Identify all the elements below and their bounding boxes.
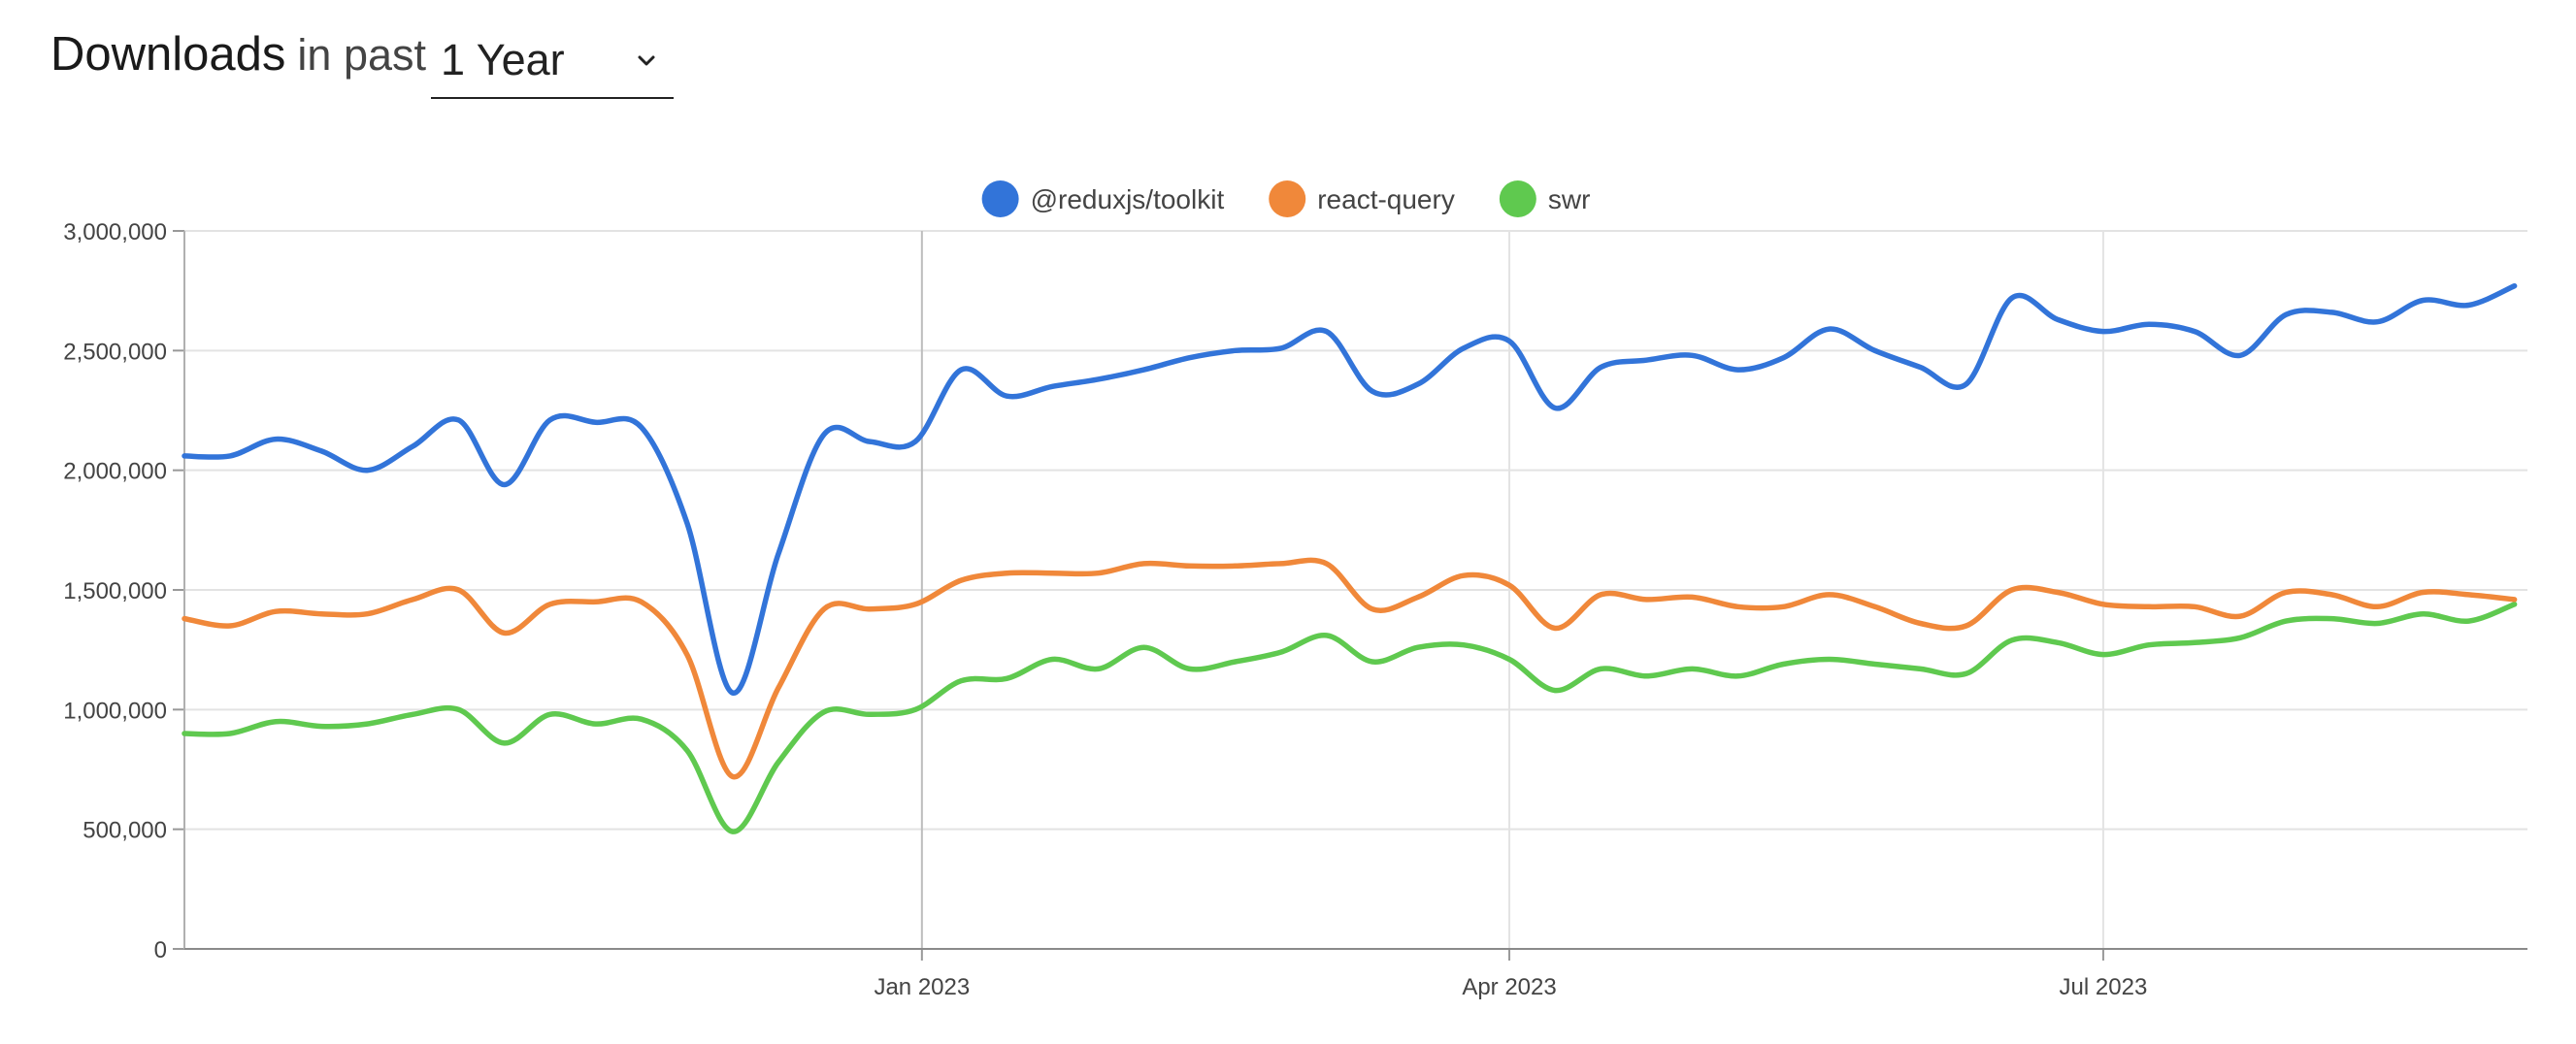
legend-swatch — [1269, 180, 1306, 217]
x-tick-label: Jul 2023 — [2060, 974, 2148, 1000]
legend-label: @reduxjs/toolkit — [1031, 184, 1225, 214]
legend-swatch — [1499, 180, 1536, 217]
y-tick-label: 500,000 — [83, 818, 167, 844]
grid — [184, 230, 2527, 950]
legend-label: react-query — [1317, 184, 1455, 214]
legend-item-reduxjs-toolkit[interactable]: @reduxjs/toolkit — [981, 180, 1225, 217]
y-tick-label: 3,000,000 — [63, 219, 167, 245]
x-tick-label: Apr 2023 — [1462, 974, 1556, 1000]
y-tick-label: 2,000,000 — [63, 459, 167, 485]
axes: 0 500,000 1,000,000 1,500,000 2,000,000 2,500… — [63, 219, 2527, 1000]
x-tick-label: Jan 2023 — [874, 974, 970, 1000]
downloads-header: Downloads in past — [50, 27, 426, 105]
period-select-value: 1 Year — [441, 35, 565, 84]
series-lines — [182, 282, 2518, 834]
series-line-react-query — [182, 557, 2518, 780]
series-line-reduxjs-toolkit — [182, 282, 2518, 696]
y-tick-label: 2,500,000 — [63, 339, 167, 365]
chevron-down-icon — [637, 54, 656, 73]
series-line-swr — [182, 602, 2518, 834]
period-select[interactable]: 1 Year — [431, 29, 674, 99]
legend-swatch — [981, 180, 1019, 217]
legend-item-react-query[interactable]: react-query — [1269, 180, 1455, 217]
y-tick-label: 0 — [154, 937, 167, 963]
title-suffix: in past — [297, 30, 427, 80]
page-title: Downloads — [50, 28, 286, 81]
y-tick-label: 1,000,000 — [63, 698, 167, 724]
legend-item-swr[interactable]: swr — [1499, 180, 1591, 217]
y-tick-label: 1,500,000 — [63, 578, 167, 604]
legend-label: swr — [1548, 184, 1591, 214]
legend: @reduxjs/toolkit react-query swr — [981, 180, 1591, 217]
